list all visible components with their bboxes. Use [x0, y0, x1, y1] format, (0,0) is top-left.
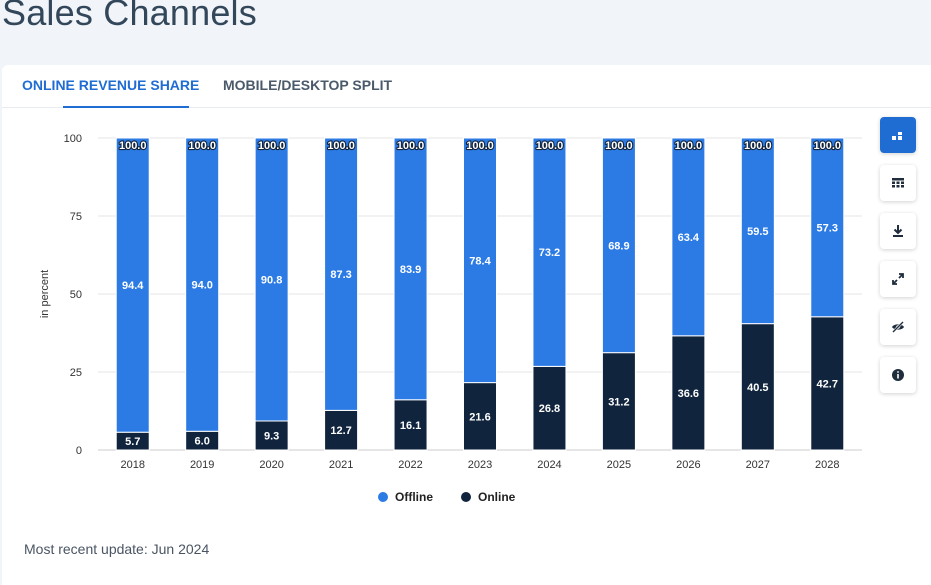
legend-label: Online [478, 490, 516, 504]
table-view-button[interactable] [880, 165, 916, 201]
bar-online [463, 382, 497, 451]
hide-button[interactable] [880, 309, 916, 345]
page-title: Sales Channels [2, 0, 257, 33]
y-tick-label: 100 [64, 133, 82, 145]
x-tick-label: 2020 [259, 459, 283, 471]
chart-type-icon [892, 132, 902, 140]
bar-offline [463, 137, 497, 384]
download-button[interactable] [880, 213, 916, 249]
data-label-offline: 83.9 [400, 264, 421, 276]
tab-online-revenue-share[interactable]: ONLINE REVENUE SHARE [22, 77, 200, 93]
bar-offline [532, 137, 567, 367]
bar-online [671, 335, 706, 451]
data-label-total: 100.0 [675, 140, 703, 152]
stacked-bar-chart: 0 25 50 75 100 in percent 5.7 94.4 100.0 2018 6.0 9… [39, 133, 862, 504]
y-tick-label: 25 [70, 367, 82, 379]
x-tick-label: 2028 [815, 459, 839, 471]
x-tick-label: 2027 [746, 459, 770, 471]
data-label-online: 21.6 [469, 411, 490, 423]
y-tick-label: 0 [76, 445, 82, 457]
data-label-online: 16.1 [400, 420, 421, 432]
fullscreen-button[interactable] [880, 261, 916, 297]
x-tick-label: 2023 [468, 459, 492, 471]
data-label-offline: 73.2 [539, 247, 560, 259]
data-label-total: 100.0 [814, 140, 842, 152]
x-tick-label: 2024 [537, 459, 561, 471]
data-label-total: 100.0 [397, 140, 425, 152]
update-text: Most recent update: Jun 2024 [24, 541, 210, 557]
data-label-offline: 90.8 [261, 274, 282, 286]
data-label-total: 100.0 [119, 140, 147, 152]
data-label-online: 40.5 [747, 382, 768, 394]
data-label-offline: 63.4 [678, 232, 700, 244]
x-tick-label: 2025 [607, 459, 631, 471]
legend-label: Offline [395, 490, 433, 504]
data-label-total: 100.0 [466, 140, 494, 152]
table-view-icon [892, 178, 904, 188]
bar-online [324, 409, 359, 451]
data-label-online: 26.8 [539, 403, 560, 415]
bar-offline [185, 137, 220, 432]
bar-offline [601, 137, 636, 354]
download-icon [893, 225, 903, 237]
info-button[interactable] [880, 357, 916, 393]
data-label-total: 100.0 [605, 140, 633, 152]
bar-offline [810, 137, 845, 318]
data-label-offline: 68.9 [608, 240, 629, 252]
data-label-online: 12.7 [330, 425, 351, 437]
active-tab-indicator [63, 106, 189, 108]
data-label-offline: 78.4 [469, 255, 491, 267]
data-label-offline: 59.5 [747, 226, 768, 238]
bar-online [532, 365, 567, 451]
fullscreen-icon [892, 273, 904, 285]
hide-icon [892, 321, 904, 333]
x-tick-label: 2021 [329, 459, 353, 471]
bar-online [740, 323, 775, 451]
info-icon [892, 369, 904, 381]
chart-type-button[interactable] [880, 117, 916, 153]
data-label-total: 100.0 [744, 140, 772, 152]
x-tick-label: 2026 [676, 459, 700, 471]
y-axis-label: in percent [39, 270, 51, 318]
bar-offline [671, 137, 706, 337]
bar-offline [740, 137, 775, 325]
data-label-total: 100.0 [188, 140, 216, 152]
data-label-offline: 94.4 [122, 280, 144, 292]
data-label-online: 36.6 [678, 388, 699, 400]
tab-mobile-desktop-split[interactable]: MOBILE/DESKTOP SPLIT [223, 77, 393, 93]
bar-offline [324, 137, 359, 411]
data-label-online: 9.3 [264, 430, 279, 442]
bar-offline [254, 137, 289, 422]
data-label-total: 100.0 [536, 140, 564, 152]
data-label-total: 100.0 [327, 140, 355, 152]
legend-swatch [378, 492, 388, 502]
data-label-total: 100.0 [258, 140, 286, 152]
data-label-online: 5.7 [125, 436, 140, 448]
bar-online [254, 420, 289, 451]
data-label-online: 42.7 [817, 378, 838, 390]
data-label-online: 6.0 [195, 436, 210, 448]
bar-offline [393, 137, 428, 401]
data-label-offline: 87.3 [330, 269, 351, 281]
y-tick-label: 75 [70, 211, 82, 223]
data-label-online: 31.2 [608, 396, 629, 408]
data-label-offline: 94.0 [191, 280, 212, 292]
x-tick-label: 2022 [398, 459, 422, 471]
chart-toolbar [880, 117, 918, 405]
legend-swatch [461, 492, 471, 502]
x-tick-label: 2019 [190, 459, 214, 471]
bar-online [393, 399, 428, 451]
bar-online [601, 352, 636, 451]
data-label-offline: 57.3 [817, 222, 838, 234]
x-tick-label: 2018 [120, 459, 144, 471]
y-tick-label: 50 [70, 289, 82, 301]
tab-bar: ONLINE REVENUE SHARE MOBILE/DESKTOP SPLI… [2, 65, 931, 108]
bar-offline [115, 137, 150, 433]
